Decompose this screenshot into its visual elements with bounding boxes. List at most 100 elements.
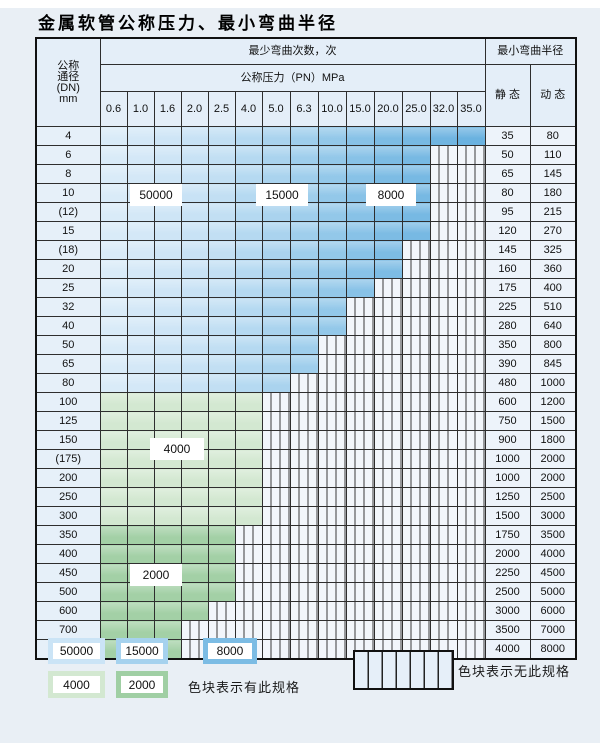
spec-available-cell [126,468,155,488]
spec-available-cell [345,259,375,279]
spec-available-cell [207,582,236,602]
spec-unavailable-cell [234,563,263,583]
spec-available-cell [261,373,291,393]
spec-unavailable-cell [317,601,347,621]
spec-available-cell [153,259,182,279]
pressure-col-label: 4.0 [234,91,263,127]
static-radius-cell: 600 [484,392,531,412]
spec-unavailable-cell [289,639,319,660]
spec-available-cell [153,620,182,640]
spec-available-cell [153,544,182,564]
dynamic-radius-cell: 1200 [529,392,577,412]
spec-available-cell [234,449,263,469]
spec-available-cell [153,468,182,488]
spec-available-cell [207,487,236,507]
spec-available-cell [99,373,128,393]
spec-available-cell [234,297,263,317]
spec-unavailable-cell [261,430,291,450]
table-row: 400 2000 4000 [35,544,577,564]
spec-unavailable-cell [345,297,375,317]
dynamic-radius-cell: 400 [529,278,577,298]
spec-available-cell [180,164,209,184]
static-radius-cell: 120 [484,221,531,241]
spec-unavailable-cell [401,430,431,450]
spec-available-cell [180,297,209,317]
static-radius-cell: 95 [484,202,531,222]
spec-unavailable-cell [261,582,291,602]
static-radius-cell: 2000 [484,544,531,564]
spec-unavailable-cell [317,392,347,412]
spec-available-cell [317,297,347,317]
dn-cell: 40 [35,316,101,336]
spec-available-cell [126,259,155,279]
spec-available-cell [317,202,347,222]
spec-available-cell [289,259,319,279]
table-row: 700 3500 7000 [35,620,577,640]
spec-available-cell [429,126,458,146]
table-row: 200 1000 2000 [35,468,577,488]
dn-header: 公称 通径 (DN) mm [35,37,101,127]
spec-available-cell [180,601,209,621]
table-row: 80 480 1000 [35,373,577,393]
dn-cell: 25 [35,278,101,298]
spec-available-cell [234,278,263,298]
spec-unavailable-cell [401,525,431,545]
spec-available-cell [180,145,209,165]
legend-box-50000: 50000 [48,638,105,664]
region-label-2000: 2000 [130,564,182,586]
spec-unavailable-cell [289,392,319,412]
dynamic-radius-cell: 1000 [529,373,577,393]
spec-unavailable-cell [289,506,319,526]
spec-available-cell [153,164,182,184]
spec-available-cell [289,278,319,298]
dn-cell: 700 [35,620,101,640]
dn-cell: 150 [35,430,101,450]
dynamic-radius-cell: 215 [529,202,577,222]
spec-unavailable-cell [401,449,431,469]
table-row: 65 390 845 [35,354,577,374]
spec-unavailable-cell [261,487,291,507]
legend-box-8000: 8000 [203,638,257,664]
table-row: 600 3000 6000 [35,601,577,621]
table-row: 150 900 1800 [35,430,577,450]
spec-unavailable-cell [373,297,403,317]
dynamic-radius-cell: 4500 [529,563,577,583]
dn-cell: 65 [35,354,101,374]
spec-unavailable-cell [207,601,236,621]
spec-available-cell [207,506,236,526]
spec-available-cell [345,278,375,298]
spec-available-cell [401,126,431,146]
spec-available-cell [234,145,263,165]
spec-unavailable-cell [289,582,319,602]
spec-available-cell [207,183,236,203]
spec-available-cell [317,316,347,336]
legend-box-15000: 15000 [116,638,168,664]
pressure-col-label: 15.0 [345,91,375,127]
pressure-col-label: 32.0 [429,91,458,127]
spec-unavailable-cell [456,449,486,469]
spec-available-cell [261,259,291,279]
dynamic-radius-cell: 2500 [529,487,577,507]
spec-unavailable-cell [429,164,458,184]
spec-available-cell [99,221,128,241]
spec-available-cell [180,278,209,298]
dn-cell: 6 [35,145,101,165]
spec-available-cell [180,240,209,260]
spec-unavailable-cell [401,582,431,602]
spec-unavailable-cell [345,373,375,393]
spec-unavailable-cell [317,563,347,583]
spec-unavailable-cell [429,601,458,621]
spec-available-cell [126,487,155,507]
spec-unavailable-cell [429,563,458,583]
spec-available-cell [207,202,236,222]
spec-available-cell [99,544,128,564]
spec-unavailable-cell [261,449,291,469]
spec-available-cell [234,240,263,260]
static-radius-cell: 1250 [484,487,531,507]
spec-available-cell [234,430,263,450]
pressure-col-label: 1.0 [126,91,155,127]
legend-label: 50000 [53,643,100,659]
spec-unavailable-cell [429,354,458,374]
spec-unavailable-cell [456,639,486,660]
static-header: 静 态 [484,64,531,127]
